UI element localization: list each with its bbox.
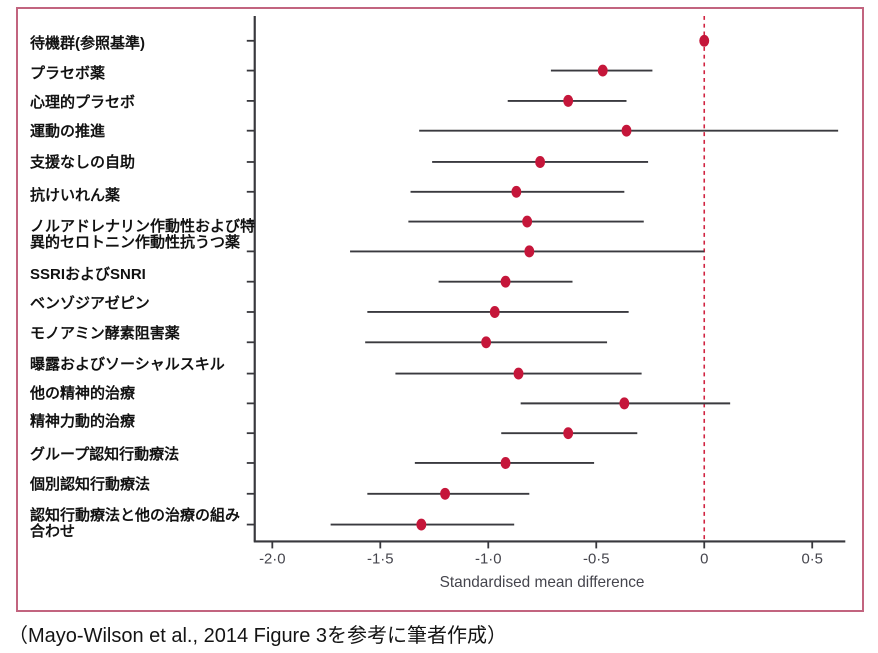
point-estimate-dot: [563, 427, 574, 440]
point-estimate-dot: [563, 94, 574, 107]
category-label: 精神力動的治療: [30, 413, 136, 430]
x-tick-label: -0·5: [583, 551, 609, 567]
point-estimate-dot: [511, 185, 522, 198]
category-label: 認知行動療法と他の治療の組み 合わせ: [30, 507, 241, 540]
point-estimate-dot: [699, 34, 710, 47]
category-label: モノアミン酵素阻害薬: [30, 325, 180, 342]
point-estimate-dot: [416, 518, 427, 531]
x-tick-label: -1·0: [475, 551, 501, 567]
x-tick-label: -1·5: [367, 551, 393, 567]
category-label: SSRIおよびSNRI: [30, 266, 146, 283]
category-label: 曝露およびソーシャルスキル: [30, 356, 225, 373]
x-axis-title: Standardised mean difference: [440, 574, 645, 591]
point-estimate-dot: [481, 336, 492, 349]
point-estimate-dot: [513, 367, 524, 380]
category-label: 支援なしの自助: [30, 154, 136, 171]
x-tick-label: 0·5: [801, 551, 823, 567]
figure-caption: （Mayo-Wilson et al., 2014 Figure 3を参考に筆者…: [8, 625, 508, 647]
point-estimate-dot: [621, 124, 632, 137]
category-label: 待機群(参照基準): [30, 35, 145, 52]
category-label: プラセボ薬: [30, 65, 106, 82]
point-estimate-dot: [524, 245, 535, 258]
x-tick-label: -2·0: [259, 551, 285, 567]
category-label: 他の精神的治療: [30, 385, 136, 402]
forest-plot-svg: -2·0 -1·5 -1·0 -0·5 0 0·5 Standardised mean di…: [246, 15, 846, 591]
point-estimate-dot: [500, 457, 511, 469]
category-label: グループ認知行動療法: [30, 446, 180, 463]
point-estimate-dot: [535, 156, 546, 168]
category-label: ノルアドレナリン作動性および特 異的セロトニン作動性抗うつ薬: [30, 218, 256, 251]
forest-plot-figure: -2·0 -1·5 -1·0 -0·5 0 0·5 Standardised mean di…: [16, 7, 864, 612]
x-tick-label: 0: [700, 551, 708, 567]
category-label: 個別認知行動療法: [30, 476, 151, 493]
category-label: 心理的プラセボ: [30, 94, 136, 111]
category-label: 運動の推進: [30, 123, 106, 140]
category-label: ベンゾジアゼピン: [30, 295, 150, 312]
point-estimate-dot: [440, 487, 451, 500]
point-estimate-dot: [597, 64, 608, 77]
point-estimate-dot: [500, 275, 511, 288]
point-estimate-dot: [522, 215, 533, 228]
point-estimate-dot: [489, 306, 500, 318]
category-label: 抗けいれん薬: [30, 187, 121, 204]
point-estimate-dot: [619, 397, 630, 410]
